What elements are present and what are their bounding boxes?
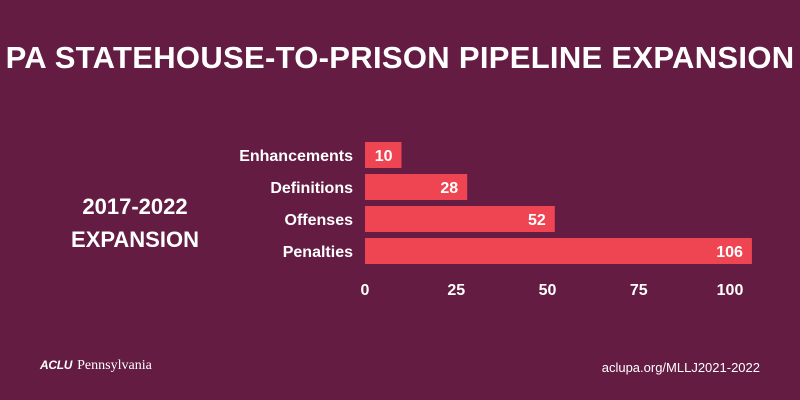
x-tick-label: 25 — [447, 282, 465, 299]
x-tick-label: 50 — [539, 282, 557, 299]
x-tick-label: 100 — [717, 282, 744, 299]
data-label: 106 — [716, 244, 743, 261]
category-label: Definitions — [270, 180, 353, 197]
category-label: Offenses — [285, 212, 354, 229]
logo-text: Pennsylvania — [77, 358, 152, 373]
bar-offenses — [365, 206, 555, 232]
bar-definitions — [365, 174, 468, 200]
source-url: aclupa.org/MLLJ2021-2022 — [601, 360, 760, 375]
data-label: 28 — [440, 180, 458, 197]
bar-enhancements — [365, 142, 402, 168]
data-label: 10 — [375, 148, 393, 165]
data-label: 52 — [528, 212, 546, 229]
aclu-pennsylvania-logo: ACLU Pennsylvania — [40, 358, 152, 374]
x-tick-label: 0 — [361, 282, 370, 299]
logo-mark: ACLU — [40, 358, 73, 372]
x-tick-label: 75 — [630, 282, 648, 299]
category-label: Enhancements — [239, 148, 353, 165]
category-label: Penalties — [283, 244, 353, 261]
chart-title: PA STATEHOUSE-TO-PRISON PIPELINE EXPANSI… — [5, 40, 795, 75]
period-label: 2017-2022 EXPANSION — [40, 190, 230, 256]
period-label-years: 2017-2022 — [82, 194, 188, 219]
bar-penalties — [365, 238, 752, 264]
period-label-text: EXPANSION — [71, 227, 199, 252]
